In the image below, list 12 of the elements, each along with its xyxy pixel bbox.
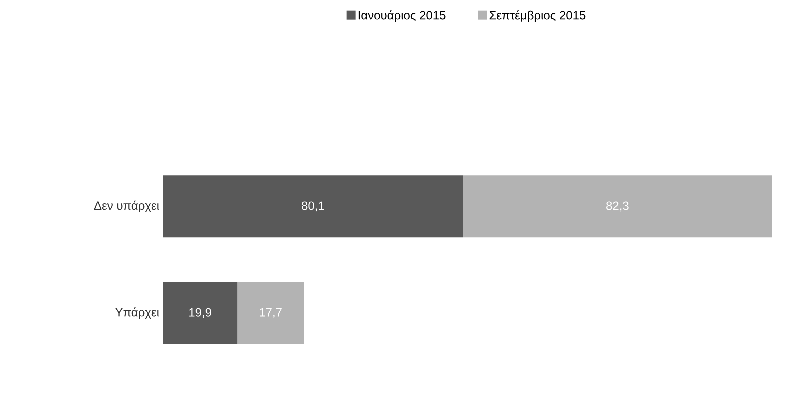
bar	[163, 282, 238, 344]
legend-label: Ιανουάριος 2015	[358, 10, 446, 22]
bar	[163, 176, 464, 238]
y-tick-label: Δεν υπάρχει	[94, 200, 160, 212]
data-label: 82,3	[606, 202, 629, 212]
y-tick-label: Υπάρχει	[116, 308, 160, 320]
legend-label: Σεπτέμβριος 2015	[490, 10, 586, 22]
data-label: 17,7	[260, 308, 282, 318]
data-label: 19,9	[190, 308, 212, 318]
bar	[238, 282, 304, 344]
data-label: 80,1	[302, 202, 324, 212]
bar	[463, 176, 772, 238]
